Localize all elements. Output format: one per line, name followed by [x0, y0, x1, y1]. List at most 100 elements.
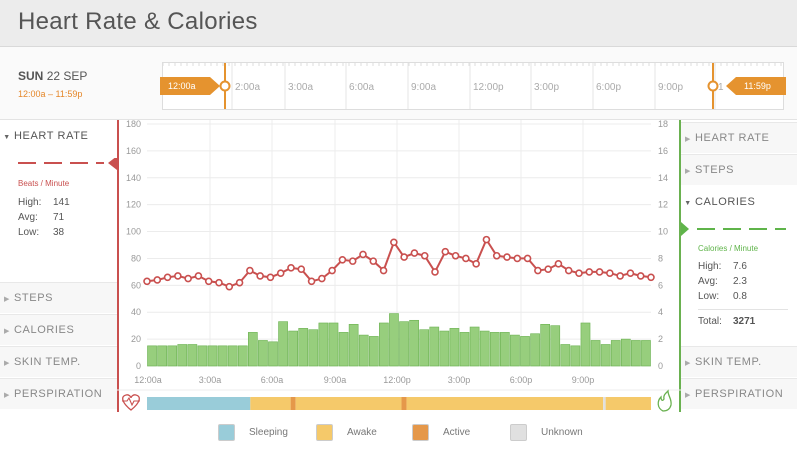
timeline-tick-label: 9:00a	[411, 82, 436, 93]
activity-band-segment	[406, 397, 604, 410]
heart-rate-point	[482, 235, 491, 244]
heart-rate-point	[153, 276, 162, 284]
x-tick-label: 9:00a	[324, 375, 347, 385]
calorie-bar	[217, 345, 228, 367]
flame-shape	[657, 389, 672, 412]
header: Heart Rate & Calories	[0, 0, 797, 47]
activity-band-segment	[250, 397, 291, 410]
y-right-tick-label: 16	[658, 146, 668, 156]
caret-right-icon: ▶	[4, 296, 10, 303]
metric-heart-rate-active[interactable]: ▼ HEART RATE	[0, 130, 117, 142]
calorie-bar	[308, 329, 319, 367]
calorie-bar	[459, 332, 470, 367]
heart-rate-point	[194, 272, 203, 280]
timeline-tick-label: 1	[718, 82, 724, 93]
timeline-scrubber[interactable]: 2:00a 3:00a 6:00a 9:00a 12:00p 3:00p 6:00p 9:00…	[162, 62, 784, 110]
calories-unit: Calories / Minute	[698, 244, 759, 253]
y-right-tick-label: 8	[658, 253, 663, 263]
pointer-icon	[108, 158, 117, 170]
heart-rate-point	[441, 247, 450, 256]
calorie-bar	[399, 321, 409, 367]
timeline-tick-label: 3:00p	[534, 82, 559, 93]
stat-value: 71	[53, 212, 65, 223]
heart-rate-point	[184, 274, 192, 283]
metric-label: SKIN TEMP.	[14, 356, 81, 368]
range-start-handle[interactable]: 12:00a	[160, 77, 210, 95]
date-label: SUN 22 SEP	[18, 69, 87, 83]
legend-swatch	[412, 424, 429, 441]
legend-label: Unknown	[541, 427, 583, 438]
calorie-bar	[499, 332, 510, 367]
active-metric-label: HEART RATE	[14, 130, 89, 142]
legend-swatch	[316, 424, 333, 441]
calorie-bar	[207, 345, 218, 367]
heart-rate-point	[472, 260, 480, 268]
activity-band-segment	[295, 397, 402, 410]
metric-steps[interactable]: ▶ STEPS	[0, 282, 117, 313]
timeline-ticks: 2:00a 3:00a 6:00a 9:00a 12:00p 3:00p 6:00p 9:00…	[162, 63, 782, 109]
calorie-bar	[600, 344, 611, 367]
x-tick-label: 6:00p	[510, 375, 533, 385]
activity-band-segment	[605, 397, 651, 410]
calorie-bar	[620, 338, 631, 367]
calorie-bar	[479, 330, 490, 367]
stat-low: Low: 0.8	[698, 291, 747, 302]
calorie-bar	[298, 328, 309, 367]
calorie-bar	[328, 322, 339, 367]
stat-value: 141	[53, 197, 70, 208]
heart-rate-point	[544, 265, 552, 273]
heart-rate-unit: Beats / Minute	[18, 179, 70, 188]
calorie-bar	[288, 330, 298, 367]
metric-calories-active[interactable]: ▼ CALORIES	[681, 196, 797, 208]
heart-rate-point	[420, 251, 429, 260]
calorie-bar	[278, 321, 288, 367]
heart-rate-point	[297, 265, 306, 273]
metric-heart-rate[interactable]: ▶ HEART RATE	[681, 122, 797, 153]
y-left-tick-label: 0	[136, 361, 141, 371]
timeline-tick-label: 6:00p	[596, 82, 621, 93]
metric-calories[interactable]: ▶ CALORIES	[0, 314, 117, 345]
calorie-bar	[449, 328, 460, 367]
stat-avg: Avg: 71	[18, 212, 64, 223]
activity-band-segment	[603, 397, 606, 410]
heart-rate-point	[513, 254, 522, 263]
calories-dash-legend	[681, 222, 786, 236]
legend-label: Awake	[347, 427, 377, 438]
y-left-tick-label: 100	[126, 227, 141, 237]
y-left-tick-label: 60	[131, 280, 141, 290]
metric-label: STEPS	[14, 292, 54, 304]
x-tick-label: 12:00p	[383, 375, 411, 385]
caret-down-icon: ▼	[3, 134, 11, 141]
metric-label: SKIN TEMP.	[695, 356, 762, 368]
pulse-line	[122, 396, 140, 407]
heart-rate-point	[451, 251, 460, 260]
heart-rate-point	[215, 278, 223, 287]
right-metric-panel: ▶ HEART RATE ▶ STEPS ▼ CALORIES Calories / …	[681, 120, 797, 412]
heart-rate-point	[636, 272, 645, 280]
caret-right-icon: ▶	[685, 392, 691, 399]
metric-label: HEART RATE	[695, 132, 770, 144]
stat-value: 3271	[733, 316, 756, 327]
heart-rate-point	[503, 253, 511, 261]
metric-skin-temp[interactable]: ▶ SKIN TEMP.	[681, 346, 797, 377]
calorie-bar	[510, 334, 520, 367]
range-end-handle[interactable]: 11:59p	[736, 77, 786, 95]
page-title: Heart Rate & Calories	[18, 8, 258, 35]
flame-icon	[657, 389, 672, 412]
heart-rate-point	[266, 273, 275, 282]
metric-steps[interactable]: ▶ STEPS	[681, 154, 797, 185]
calorie-bar	[348, 324, 359, 367]
x-tick-label: 12:00a	[134, 375, 162, 385]
metric-skin-temp[interactable]: ▶ SKIN TEMP.	[0, 346, 117, 377]
heart-pulse-icon	[122, 394, 140, 411]
calorie-bar	[489, 332, 500, 367]
stat-high: High: 7.6	[698, 261, 747, 272]
metric-perspiration[interactable]: ▶ PERSPIRATION	[681, 378, 797, 409]
heart-rate-point	[575, 269, 583, 278]
calorie-bar	[419, 329, 430, 367]
metric-perspiration[interactable]: ▶ PERSPIRATION	[0, 378, 117, 409]
timeline-tick-label: 12:00p	[473, 82, 504, 93]
legend-swatch	[510, 424, 527, 441]
activity-band-segment	[290, 397, 296, 410]
heart-rate-point	[204, 277, 213, 286]
